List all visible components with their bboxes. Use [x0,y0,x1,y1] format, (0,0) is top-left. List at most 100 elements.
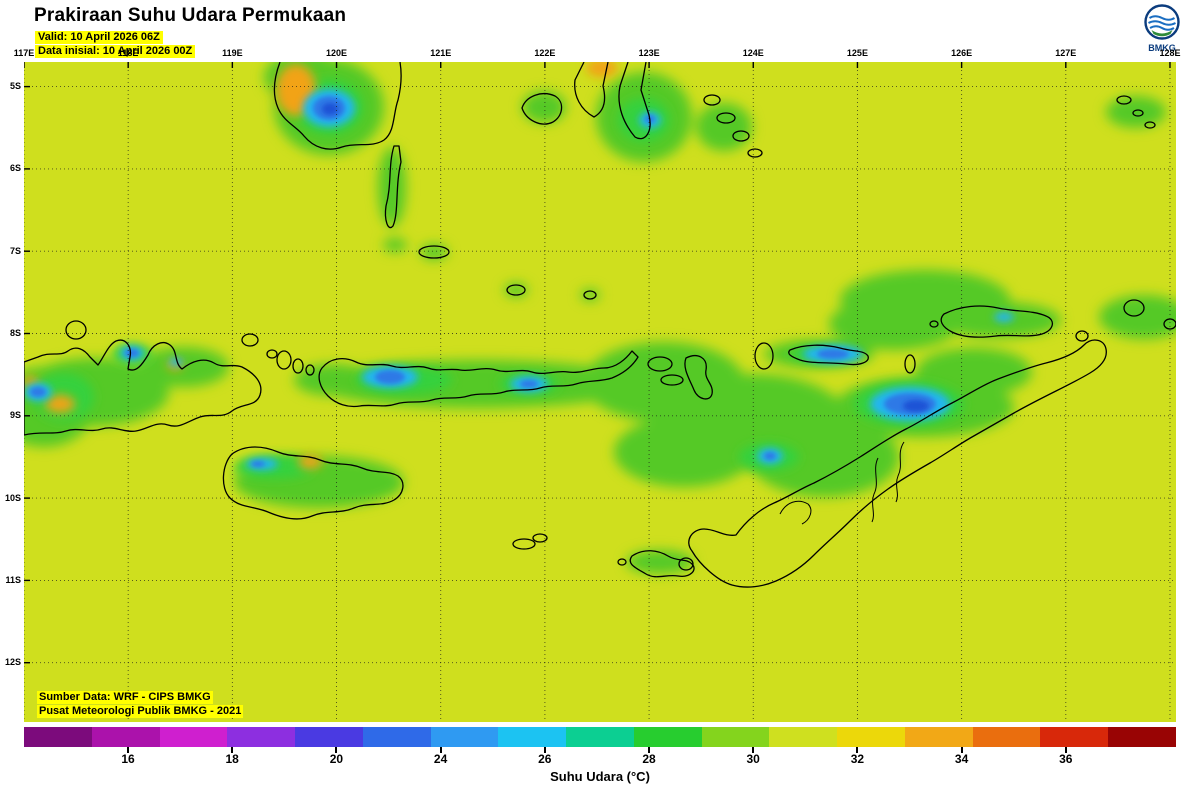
colorbar-segment [904,727,973,747]
temp-band-deep-blue [322,103,929,412]
colorbar-segment [24,727,92,747]
lon-label: 127E [1055,48,1077,58]
lon-label: 128E [1159,48,1181,58]
colorbar-tick [1064,747,1067,753]
coast-rinca [292,358,304,374]
credit-org: Pusat Meteorologi Publik BMKG - 2021 [37,705,244,718]
colorbar-tick-label: 24 [433,752,448,766]
lat-label: 5S [9,81,21,92]
coast-wakatobi [732,130,750,142]
coast-sumbawa [24,339,262,436]
colorbar-segment [701,727,770,747]
colorbar-tick [856,747,859,753]
coast-sawu [512,538,536,550]
colorbar-tick-label: 18 [225,752,239,766]
coastlines [24,62,1176,588]
colorbar-segment [159,727,228,747]
colorbar-tick-label: 32 [850,752,865,766]
coast-tanahjampea [418,245,450,259]
coast-kalaotoa [506,284,526,296]
coast-south-sulawesi [273,62,402,150]
coast-sawu [532,533,548,543]
timor-internal-borders [779,441,905,525]
lon-label: 126E [951,48,973,58]
coast-komodo [276,350,292,370]
colorbar-tick-label: 30 [746,752,760,766]
coast-wetar [940,305,1053,338]
lat-label: 6S [9,163,21,174]
axis-ticks [24,62,1171,664]
page-title: Prakiraan Suhu Udara Permukaan [34,5,347,26]
colorbar-segment [566,727,634,747]
coast-romang [1123,299,1145,317]
coast-wakatobi [703,94,721,106]
colorbar-tick-label: 20 [329,752,344,766]
colorbar-segment [769,727,838,747]
colorbar-tick [231,747,234,753]
colorbar-tick [127,747,129,753]
colorbar-tick [752,747,755,753]
lat-label: 9S [9,410,21,421]
lon-label: 124E [742,48,764,58]
colorbar-tick-label: 36 [1059,752,1073,766]
lon-label: 117E [13,48,35,58]
coast-islet [1132,109,1144,117]
coast-moyo [65,320,87,340]
lon-label: 121E [430,48,452,58]
colorbar-tick-label: 26 [538,752,552,766]
coast-sumba [222,446,404,520]
coast-islet [583,290,597,300]
lat-label: 11S [5,574,21,585]
coast-selayar [384,145,402,229]
coast-kisar [1075,330,1089,342]
bmkg-logo: BMKG [1138,4,1186,53]
coast-timor [688,339,1107,588]
coast-rote [629,550,695,578]
colorbar-tick-label: 34 [954,752,969,766]
colorbar-tick [335,747,338,753]
lon-label: 120E [326,48,348,58]
colorbar-tick [543,747,546,753]
coast-muna [574,62,609,118]
colorbar-tick-label: 16 [121,752,135,766]
coast-solor [660,374,684,386]
colorbar-segment [227,727,296,747]
colorbar-segment [295,727,363,747]
colorbar-segment [1040,727,1109,747]
credit-source: Sumber Data: WRF - CIPS BMKG [37,691,213,704]
colorbar-segment [837,727,905,747]
lon-label: 123E [638,48,660,58]
colorbar-tick [960,747,963,753]
bmkg-logo-label: BMKG [1148,43,1176,53]
coast-pantar [754,342,774,370]
coast-lembata [684,355,713,400]
colorbar-segment [430,727,499,747]
lon-label: 119E [222,48,243,58]
coast-ndao [617,558,627,566]
colorbar-segment [972,727,1041,747]
coast-flores [318,350,639,408]
colorbar-tick [648,747,650,753]
coast-atauro [904,354,916,374]
coast-wakatobi [716,112,736,124]
coast-islet [1163,318,1176,330]
initial-data-label: Data inisial: 10 April 2026 00Z [35,45,196,58]
coast-kabaena [521,93,563,125]
coast-wakatobi [747,148,763,158]
valid-time-label: Valid: 10 April 2026 06Z [35,31,163,44]
lat-label: 10S [4,492,21,503]
coast-buton [618,62,651,140]
colorbar-segment [91,727,160,747]
colorbar-segment [633,727,702,747]
coast-islet [1144,121,1156,129]
coast-komodo [266,349,278,359]
coast-islet [305,364,315,376]
colorbar-tick-label: 28 [642,752,656,766]
coast-semau [678,557,694,571]
temperature-field [24,62,1176,722]
coast-islet [1116,95,1132,105]
lon-label: 118E [117,48,139,58]
lat-label: 7S [9,245,21,256]
colorbar-segment [362,727,431,747]
colorbar-caption: Suhu Udara (°C) [550,769,650,784]
